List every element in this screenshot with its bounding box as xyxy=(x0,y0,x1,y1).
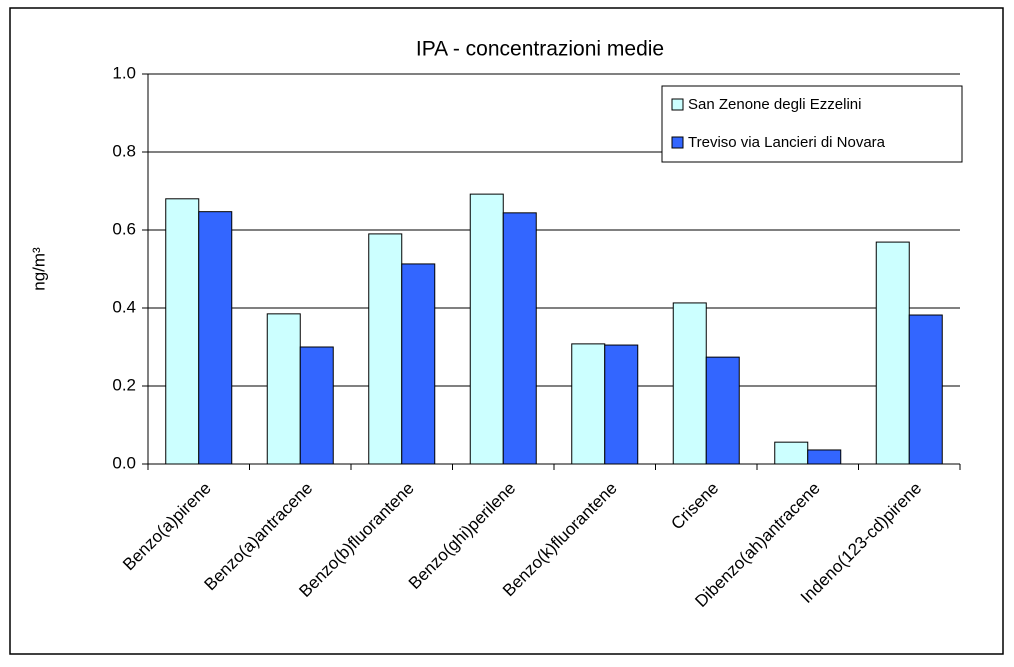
bar xyxy=(705,356,740,465)
y-tick-label: 1.0 xyxy=(112,63,136,82)
bar xyxy=(266,313,301,465)
bar xyxy=(875,241,910,465)
y-axis-title: ng/m³ xyxy=(29,247,48,291)
bar xyxy=(502,212,537,465)
legend-swatch xyxy=(671,98,684,111)
bar xyxy=(368,233,403,465)
y-tick-label: 0.8 xyxy=(112,141,136,160)
bar xyxy=(165,198,200,465)
legend-label: San Zenone degli Ezzelini xyxy=(688,96,861,113)
y-tick-label: 0.2 xyxy=(112,375,136,394)
bar xyxy=(604,344,639,465)
bar xyxy=(401,263,436,465)
chart-title: IPA - concentrazioni medie xyxy=(416,38,664,61)
y-tick-label: 0.4 xyxy=(112,297,136,316)
y-tick-label: 0.6 xyxy=(112,219,136,238)
bar xyxy=(807,449,842,465)
bar xyxy=(198,211,233,465)
y-tick-label: 0.0 xyxy=(112,453,136,472)
bar xyxy=(774,441,809,465)
bar xyxy=(908,314,943,465)
legend-label: Treviso via Lancieri di Novara xyxy=(688,134,886,151)
bar xyxy=(299,346,334,465)
legend-swatch xyxy=(671,136,684,149)
bar xyxy=(571,343,606,465)
bar xyxy=(672,302,707,465)
bar xyxy=(469,193,504,465)
legend-box xyxy=(661,85,963,163)
